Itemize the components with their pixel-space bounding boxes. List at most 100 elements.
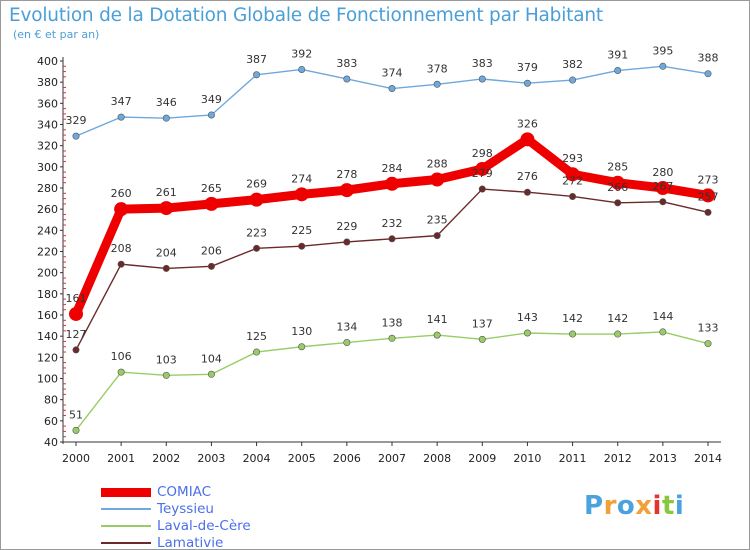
data-point xyxy=(704,340,712,348)
y-tick-label: 100 xyxy=(37,373,58,386)
y-tick-label: 200 xyxy=(37,267,58,280)
data-label: 346 xyxy=(156,96,177,109)
data-label: 347 xyxy=(111,95,132,108)
data-label: 378 xyxy=(427,62,448,75)
data-point xyxy=(249,192,264,207)
series-comiac xyxy=(69,132,715,321)
x-tick-label: 2003 xyxy=(197,452,225,465)
data-point xyxy=(204,196,219,211)
data-point xyxy=(523,329,531,337)
data-point xyxy=(294,187,309,202)
data-point xyxy=(343,238,351,246)
data-point xyxy=(614,330,622,338)
data-point xyxy=(388,85,396,93)
data-label: 379 xyxy=(517,61,538,74)
data-label: 125 xyxy=(246,330,267,343)
x-tick-label: 2006 xyxy=(333,452,361,465)
data-label: 229 xyxy=(336,220,357,233)
data-label: 232 xyxy=(382,217,403,230)
data-point xyxy=(343,75,351,83)
data-point xyxy=(69,306,83,321)
data-label: 260 xyxy=(111,187,132,200)
legend-swatch xyxy=(101,487,151,497)
y-tick-label: 380 xyxy=(37,76,58,89)
y-tick-label: 320 xyxy=(37,140,58,153)
data-point xyxy=(298,343,306,351)
x-tick-label: 2002 xyxy=(152,452,180,465)
data-label: 257 xyxy=(698,190,719,203)
logo-letter: i xyxy=(674,491,685,521)
data-point xyxy=(253,71,261,79)
y-tick-label: 360 xyxy=(37,97,58,110)
data-label: 127 xyxy=(66,328,87,341)
data-point xyxy=(117,113,125,121)
data-label: 280 xyxy=(652,166,673,179)
series-layer xyxy=(69,62,715,434)
data-point xyxy=(298,242,306,250)
data-label: 137 xyxy=(472,317,493,330)
data-label: 143 xyxy=(517,311,538,324)
x-tick-label: 2014 xyxy=(694,452,722,465)
logo-letter: t xyxy=(661,491,675,521)
y-tick-label: 340 xyxy=(37,119,58,132)
logo-letter: i xyxy=(652,491,662,521)
legend-label: Teyssieu xyxy=(157,501,214,517)
data-point xyxy=(207,370,215,378)
data-label: 267 xyxy=(652,180,673,193)
data-point xyxy=(159,201,174,216)
data-point xyxy=(704,208,712,216)
x-tick-label: 2004 xyxy=(243,452,271,465)
legend-label: COMIAC xyxy=(157,484,212,500)
y-tick-label: 140 xyxy=(37,330,58,343)
x-tick-label: 2001 xyxy=(107,452,135,465)
y-tick-label: 180 xyxy=(37,288,58,301)
data-point xyxy=(614,199,622,207)
data-label: 265 xyxy=(201,182,222,195)
data-label: 278 xyxy=(336,168,357,181)
legend-label: Lamativie xyxy=(157,535,224,550)
data-point xyxy=(659,198,667,206)
data-label: 392 xyxy=(291,47,312,60)
chart-title: Evolution de la Dotation Globale de Fonc… xyxy=(9,5,603,26)
data-label: 133 xyxy=(698,322,719,335)
data-label: 225 xyxy=(291,224,312,237)
data-label: 274 xyxy=(291,172,312,185)
proxiti-logo: Proxiti xyxy=(584,491,684,521)
data-point xyxy=(117,260,125,268)
data-point xyxy=(520,132,535,147)
y-tick-label: 300 xyxy=(37,161,58,174)
y-tick-label: 60 xyxy=(44,415,58,428)
series-teyssieu xyxy=(72,62,712,140)
data-label: 144 xyxy=(652,310,673,323)
data-point xyxy=(659,62,667,70)
data-label: 104 xyxy=(201,352,222,365)
data-label: 395 xyxy=(652,44,673,57)
data-point xyxy=(162,371,170,379)
data-label: 387 xyxy=(246,53,267,66)
data-point xyxy=(433,232,441,240)
data-point xyxy=(659,328,667,336)
data-label: 349 xyxy=(201,93,222,106)
chart-subtitle: (en € et par an) xyxy=(13,28,100,41)
y-tick-label: 400 xyxy=(37,55,58,68)
data-point xyxy=(565,167,580,182)
data-point xyxy=(117,368,125,376)
data-label: 141 xyxy=(427,313,448,326)
data-point xyxy=(430,172,445,187)
data-point xyxy=(298,65,306,73)
y-tick-label: 80 xyxy=(44,394,58,407)
x-tick-label: 2009 xyxy=(468,452,496,465)
data-label: 51 xyxy=(69,408,83,421)
y-tick-label: 40 xyxy=(44,436,58,449)
data-point xyxy=(72,346,80,354)
data-label: 138 xyxy=(382,316,403,329)
data-point xyxy=(704,70,712,78)
data-point xyxy=(253,244,261,252)
logo-letter: P xyxy=(584,491,604,521)
data-point xyxy=(433,331,441,339)
data-label: 134 xyxy=(336,321,357,334)
logo-letter: o xyxy=(616,491,636,521)
series-laval-de-cere xyxy=(72,328,712,434)
x-tick-label: 2008 xyxy=(423,452,451,465)
